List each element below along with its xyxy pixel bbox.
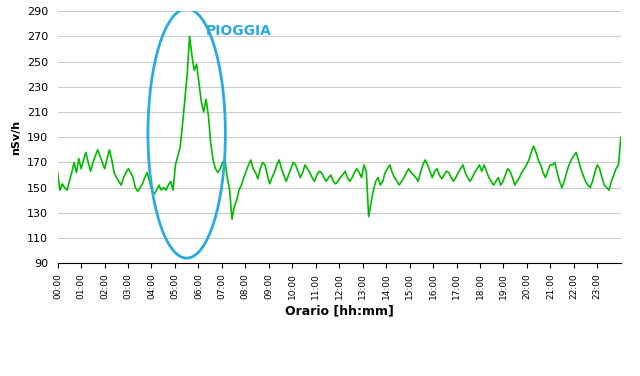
Text: PIOGGIA: PIOGGIA bbox=[205, 24, 271, 38]
X-axis label: Orario [hh:mm]: Orario [hh:mm] bbox=[285, 304, 394, 317]
Y-axis label: nSv/h: nSv/h bbox=[11, 120, 21, 155]
